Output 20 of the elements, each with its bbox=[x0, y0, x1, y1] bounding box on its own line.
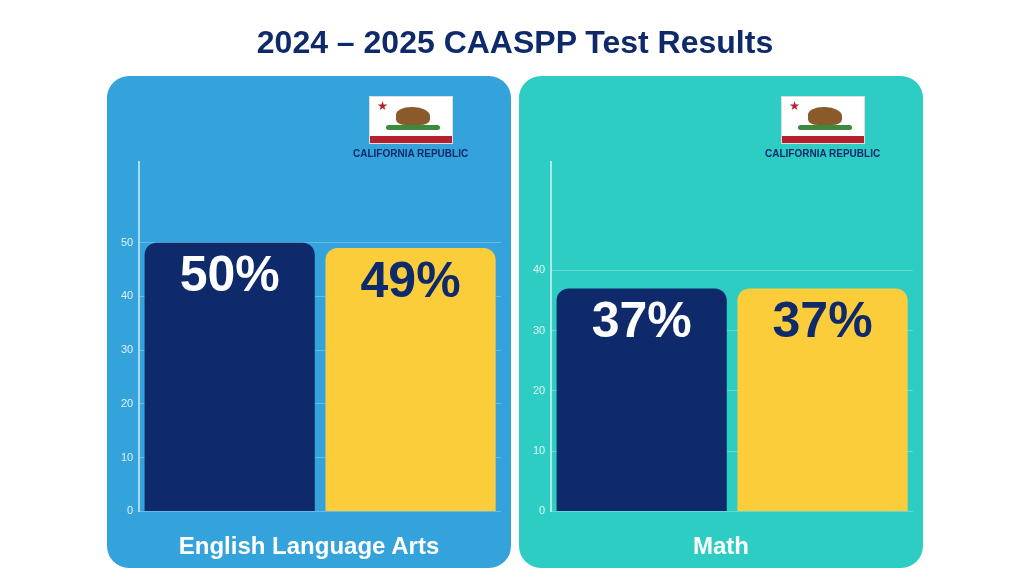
y-tick-label: 40 bbox=[532, 263, 546, 276]
y-tick-label: 50 bbox=[120, 235, 134, 248]
data-label: 37% bbox=[772, 292, 873, 349]
y-tick-label: 0 bbox=[127, 504, 134, 517]
chart-title: 2024 – 2025 CAASPP Test Results bbox=[255, 23, 775, 62]
data-label: 49% bbox=[360, 251, 461, 308]
x-tick-label: CALIFORNIA REPUBLIC bbox=[764, 147, 881, 159]
y-tick-label: 30 bbox=[532, 323, 546, 336]
x-axis-title: English Language Arts bbox=[177, 532, 441, 560]
y-tick-label: 0 bbox=[539, 504, 546, 517]
y-tick-label: 10 bbox=[532, 444, 546, 457]
y-tick-label: 20 bbox=[120, 396, 134, 409]
x-axis-title: Math bbox=[692, 532, 750, 560]
y-tick-label: 40 bbox=[120, 289, 134, 302]
y-tick-label: 30 bbox=[120, 343, 134, 356]
x-tick-label: CALIFORNIA REPUBLIC bbox=[352, 147, 469, 159]
data-label: 37% bbox=[591, 292, 692, 349]
data-label: 50% bbox=[179, 246, 280, 303]
y-tick-label: 20 bbox=[532, 383, 546, 396]
y-tick-label: 10 bbox=[120, 450, 134, 463]
